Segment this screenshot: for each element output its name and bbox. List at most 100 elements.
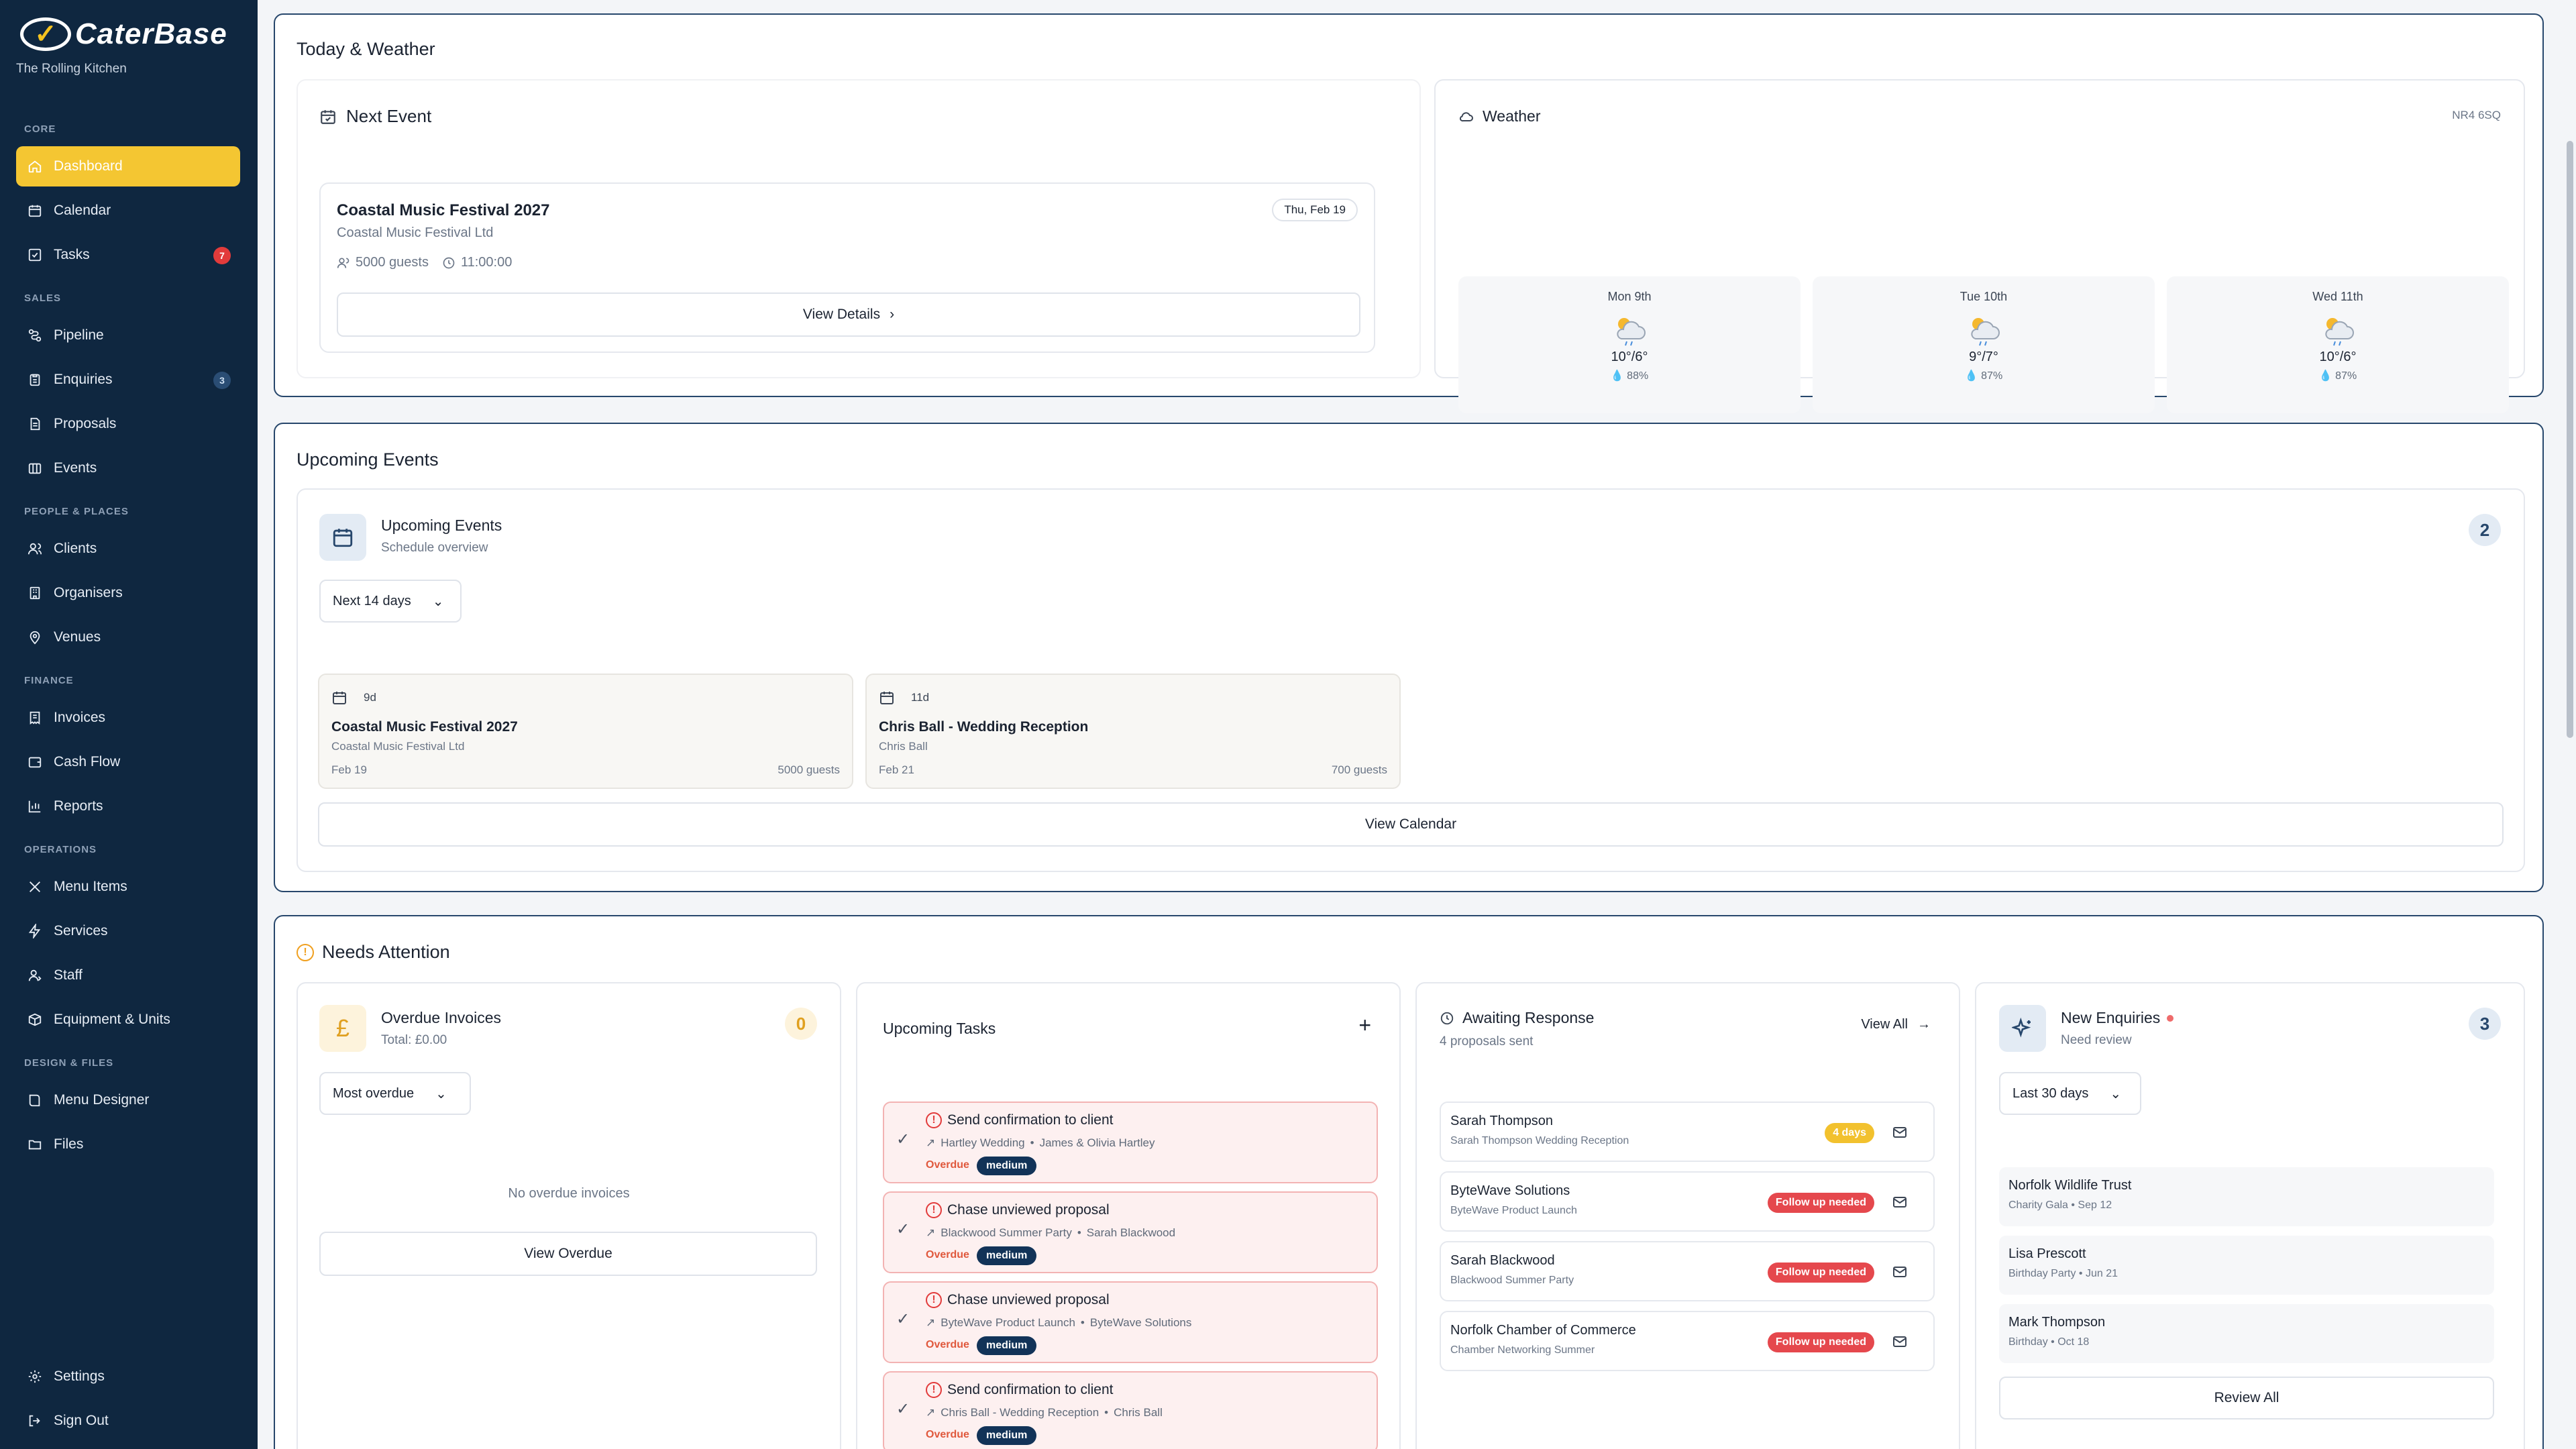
sort-label: Most overdue bbox=[333, 1085, 415, 1101]
next-event-detail[interactable]: Coastal Music Festival 2027 Coastal Musi… bbox=[319, 182, 1375, 353]
sidebar-item-services[interactable]: Services bbox=[16, 911, 240, 951]
view-overdue-button[interactable]: View Overdue bbox=[319, 1232, 817, 1276]
task-event: Hartley Wedding bbox=[941, 1136, 1025, 1149]
sidebar-item-enquiries[interactable]: Enquiries 3 bbox=[16, 360, 240, 400]
sidebar-item-label: Enquiries bbox=[54, 372, 113, 387]
awaiting-item[interactable]: Norfolk Chamber of Commerce Chamber Netw… bbox=[1440, 1311, 1935, 1371]
priority-badge: medium bbox=[977, 1157, 1037, 1175]
view-calendar-button[interactable]: View Calendar bbox=[318, 802, 2504, 847]
sidebar-item-clients[interactable]: Clients bbox=[16, 529, 240, 569]
weather-day-card: Mon 9th 10°/6° 💧 88% bbox=[1458, 276, 1801, 413]
check-icon[interactable]: ✓ bbox=[896, 1130, 910, 1148]
day-name: Mon 9th bbox=[1607, 290, 1652, 303]
client-name: ByteWave Solutions bbox=[1450, 1183, 1570, 1198]
sidebar: ✓ CaterBase The Rolling Kitchen CORE Das… bbox=[0, 0, 258, 1449]
sidebar-item-staff[interactable]: Staff bbox=[16, 955, 240, 996]
range-select[interactable]: Next 14 days ⌄ bbox=[319, 580, 462, 623]
proposals-sent: 4 proposals sent bbox=[1440, 1034, 1534, 1049]
review-all-button[interactable]: Review All bbox=[1999, 1377, 2494, 1419]
nav-group-operations: OPERATIONS bbox=[24, 844, 97, 855]
view-details-button[interactable]: View Details › bbox=[337, 292, 1360, 337]
day-temp: 10°/6° bbox=[2319, 350, 2357, 364]
task-item[interactable]: ✓ ! Chase unviewed proposal ↗ ByteWave Pr… bbox=[883, 1281, 1378, 1363]
card-heading: Upcoming Events bbox=[381, 517, 502, 534]
enquiry-item[interactable]: Norfolk Wildlife Trust Charity Gala • Se… bbox=[1999, 1167, 2494, 1226]
logo-check-icon: ✓ bbox=[20, 17, 71, 51]
sidebar-item-dashboard[interactable]: Dashboard bbox=[16, 146, 240, 186]
task-item[interactable]: ✓ ! Chase unviewed proposal ↗ Blackwood S… bbox=[883, 1191, 1378, 1273]
card-heading: Upcoming Tasks bbox=[883, 1020, 996, 1037]
sidebar-item-reports[interactable]: Reports bbox=[16, 786, 240, 826]
calendar-icon bbox=[879, 690, 895, 706]
sidebar-item-invoices[interactable]: Invoices bbox=[16, 698, 240, 738]
event-organiser: Coastal Music Festival Ltd bbox=[337, 225, 494, 240]
mail-icon[interactable] bbox=[1892, 1194, 1908, 1210]
brand-logo[interactable]: ✓ CaterBase bbox=[20, 17, 227, 51]
awaiting-item[interactable]: Sarah Thompson Sarah Thompson Wedding Re… bbox=[1440, 1102, 1935, 1162]
sidebar-item-equipment[interactable]: Equipment & Units bbox=[16, 1000, 240, 1040]
sidebar-item-menu-designer[interactable]: Menu Designer bbox=[16, 1080, 240, 1120]
enquiry-item[interactable]: Lisa Prescott Birthday Party • Jun 21 bbox=[1999, 1236, 2494, 1295]
sidebar-item-venues[interactable]: Venues bbox=[16, 617, 240, 657]
box-icon bbox=[27, 1012, 43, 1028]
awaiting-item[interactable]: Sarah Blackwood Blackwood Summer Party F… bbox=[1440, 1241, 1935, 1301]
chevron-down-icon: ⌄ bbox=[432, 594, 444, 609]
view-all-link[interactable]: View All → bbox=[1861, 1017, 1931, 1032]
sidebar-item-events[interactable]: Events bbox=[16, 448, 240, 488]
sidebar-item-proposals[interactable]: Proposals bbox=[16, 404, 240, 444]
needs-attention-section: ! Needs Attention £ Overdue Invoices Tot… bbox=[274, 915, 2544, 1449]
day-humidity: 87% bbox=[1981, 370, 2003, 382]
gear-icon bbox=[27, 1368, 43, 1385]
check-icon[interactable]: ✓ bbox=[896, 1310, 910, 1328]
event-date: Feb 19 bbox=[331, 763, 367, 776]
awaiting-item[interactable]: ByteWave Solutions ByteWave Product Laun… bbox=[1440, 1171, 1935, 1232]
task-item[interactable]: ✓ ! Send confirmation to client ↗ Chris B… bbox=[883, 1371, 1378, 1449]
check-icon[interactable]: ✓ bbox=[896, 1400, 910, 1418]
check-icon[interactable]: ✓ bbox=[896, 1220, 910, 1238]
task-status: Overdue bbox=[926, 1159, 969, 1171]
sort-select[interactable]: Most overdue ⌄ bbox=[319, 1072, 471, 1115]
sidebar-item-calendar[interactable]: Calendar bbox=[16, 191, 240, 231]
mail-icon[interactable] bbox=[1892, 1124, 1908, 1140]
day-name: Wed 11th bbox=[2312, 290, 2363, 303]
sidebar-item-pipeline[interactable]: Pipeline bbox=[16, 315, 240, 356]
page-scrollbar[interactable] bbox=[2567, 141, 2573, 738]
event-organiser: Chris Ball bbox=[879, 740, 928, 753]
sidebar-item-label: Calendar bbox=[54, 203, 111, 218]
add-task-button[interactable]: + bbox=[1358, 1013, 1371, 1037]
sidebar-item-sign-out[interactable]: Sign Out bbox=[16, 1401, 240, 1441]
sidebar-item-cash-flow[interactable]: Cash Flow bbox=[16, 742, 240, 782]
event-mini-card[interactable]: 9d Coastal Music Festival 2027 Coastal M… bbox=[318, 674, 853, 789]
range-select[interactable]: Last 30 days ⌄ bbox=[1999, 1072, 2141, 1115]
day-temp: 10°/6° bbox=[1611, 350, 1648, 364]
pound-icon: £ bbox=[319, 1005, 366, 1052]
task-item[interactable]: ✓ ! Send confirmation to client ↗ Hartley… bbox=[883, 1102, 1378, 1183]
mail-icon[interactable] bbox=[1892, 1334, 1908, 1350]
sidebar-item-label: Events bbox=[54, 460, 97, 476]
task-event: Chris Ball - Wedding Reception bbox=[941, 1406, 1099, 1419]
events-count-badge: 2 bbox=[2469, 514, 2501, 546]
upcoming-tasks-card: Upcoming Tasks + ✓ ! Send confirmation t… bbox=[856, 982, 1401, 1449]
sidebar-item-label: Equipment & Units bbox=[54, 1012, 170, 1027]
new-dot-indicator bbox=[2167, 1014, 2174, 1022]
event-mini-card[interactable]: 11d Chris Ball - Wedding Reception Chris… bbox=[865, 674, 1401, 789]
receipt-icon bbox=[27, 710, 43, 726]
tasks-count-badge: 7 bbox=[213, 247, 231, 264]
task-event: Blackwood Summer Party bbox=[941, 1226, 1072, 1239]
card-subheading: Need review bbox=[2061, 1033, 2132, 1047]
sidebar-item-files[interactable]: Files bbox=[16, 1124, 240, 1165]
chevron-down-icon: ⌄ bbox=[2110, 1086, 2122, 1102]
sidebar-item-tasks[interactable]: Tasks 7 bbox=[16, 235, 240, 275]
days-until: 9d bbox=[364, 691, 376, 704]
clipboard-icon bbox=[27, 372, 43, 388]
clock-icon bbox=[1440, 1011, 1454, 1026]
sun-cloud-rain-icon bbox=[2318, 313, 2358, 347]
task-title: Send confirmation to client bbox=[947, 1112, 1114, 1128]
sidebar-item-label: Menu Items bbox=[54, 879, 127, 894]
sidebar-item-settings[interactable]: Settings bbox=[16, 1356, 240, 1397]
enquiry-item[interactable]: Mark Thompson Birthday • Oct 18 bbox=[1999, 1304, 2494, 1363]
card-heading: Awaiting Response bbox=[1462, 1009, 1595, 1026]
mail-icon[interactable] bbox=[1892, 1264, 1908, 1280]
sidebar-item-menu-items[interactable]: Menu Items bbox=[16, 867, 240, 907]
sidebar-item-organisers[interactable]: Organisers bbox=[16, 573, 240, 613]
